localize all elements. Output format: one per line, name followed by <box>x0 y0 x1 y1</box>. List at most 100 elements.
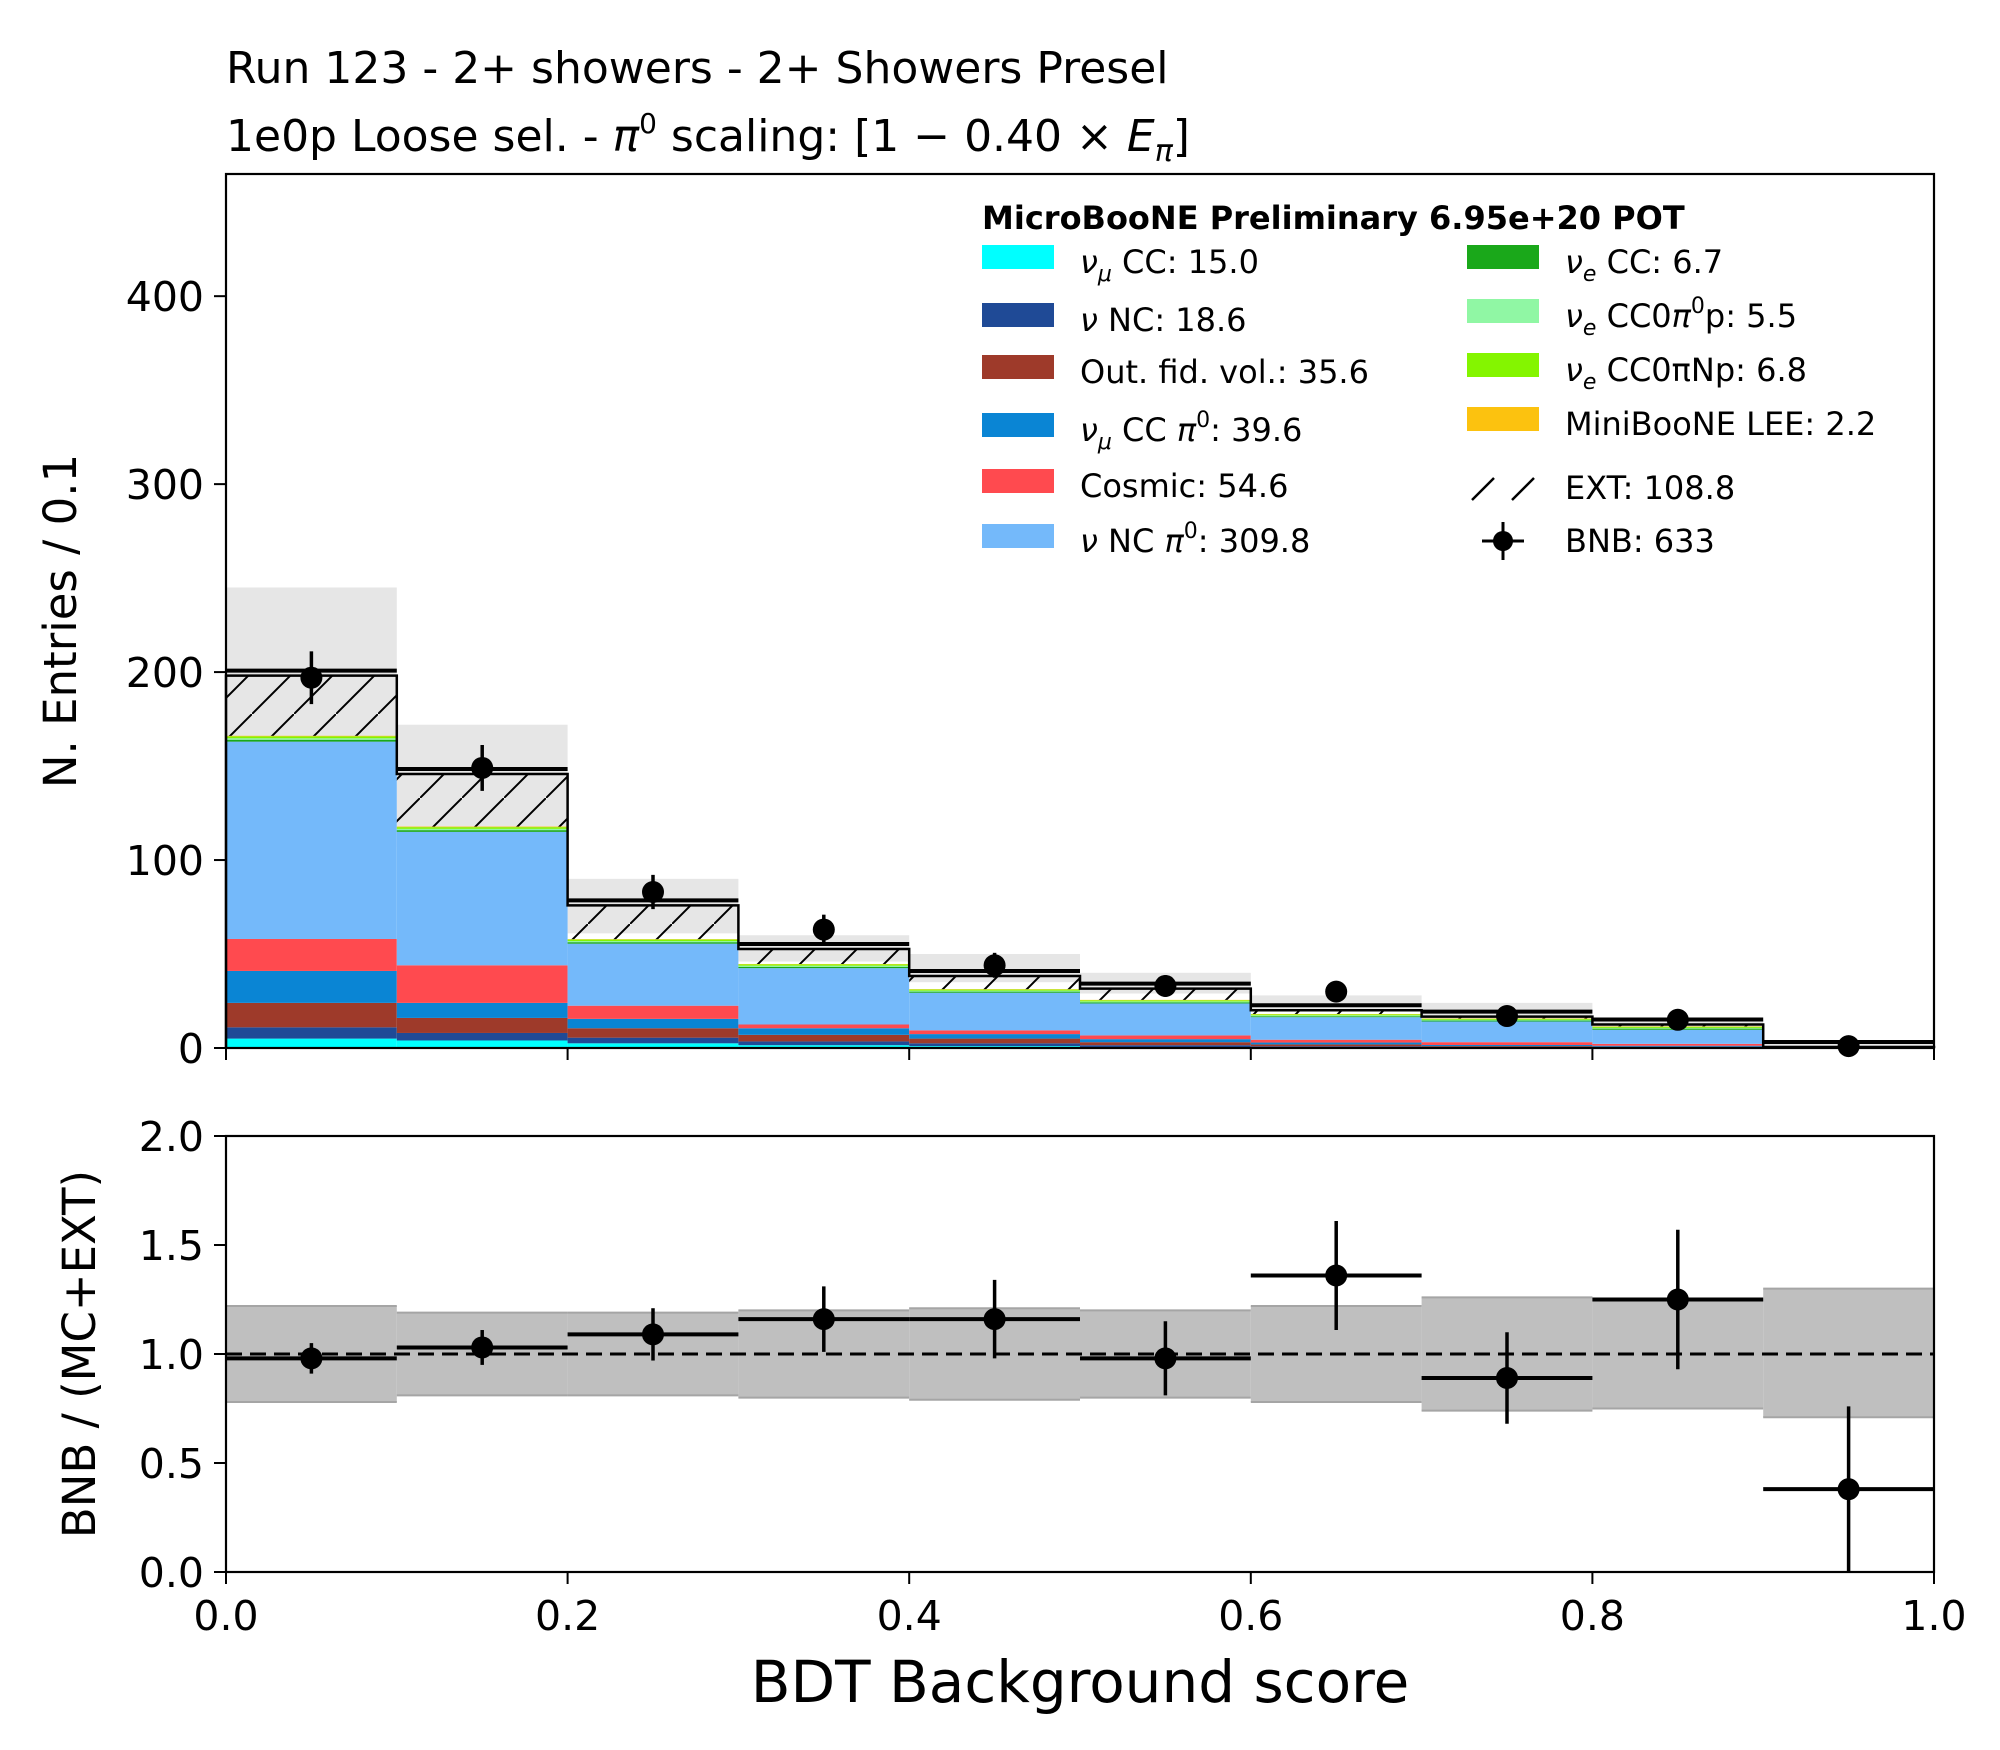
stack-bar <box>1250 1017 1422 1040</box>
legend-label: νe CC0π0p: 5.5 <box>1565 294 1797 341</box>
data-point <box>1496 1005 1518 1028</box>
ratio-x-ticks: 0.0 0.2 0.4 0.6 0.8 1.0 <box>193 1572 1967 1640</box>
data-point <box>300 666 323 689</box>
stack-bar <box>1080 1003 1251 1036</box>
stack-bar <box>226 739 397 742</box>
ratio-point <box>1496 1366 1518 1389</box>
stack-bar <box>226 735 397 737</box>
stack-bar <box>1250 1044 1422 1047</box>
legend-label: Out. fid. vol.: 35.6 <box>1080 353 1369 391</box>
main-x-ticks <box>225 1048 1935 1060</box>
legend-ext-hatch <box>1511 477 1535 501</box>
stack-bar <box>226 736 397 739</box>
stack-bar <box>1421 1046 1593 1048</box>
legend-label: MiniBooNE LEE: 2.2 <box>1565 405 1876 443</box>
stack-bar <box>396 1017 568 1033</box>
title-line-1: Run 123 - 2+ showers - 2+ Showers Presel <box>226 43 1169 94</box>
stack-bar <box>738 965 910 967</box>
ratio-y-ticks: 0.0 0.5 1.0 1.5 2.0 <box>139 1113 226 1597</box>
ratio-axes-frame <box>224 1134 1936 1574</box>
stack-bar <box>909 989 1080 991</box>
stack-bar <box>909 1038 1080 1044</box>
legend-label: νμ CC: 15.0 <box>1080 243 1259 287</box>
data-point <box>812 918 835 941</box>
stack-bar <box>909 1030 1080 1035</box>
legend-ext-hatch <box>1471 477 1495 501</box>
stack-bar <box>909 1043 1080 1047</box>
legend-swatch <box>982 413 1054 437</box>
legend-label: BNB: 633 <box>1565 522 1715 560</box>
stack-bar <box>226 1027 397 1039</box>
ratio-point <box>300 1347 323 1370</box>
legend-label: νμ CC π0: 39.6 <box>1080 408 1302 455</box>
ratio-syst-band <box>226 1287 1934 1419</box>
stack-bar <box>1250 1016 1422 1018</box>
stack-bar <box>396 831 568 966</box>
stack-bar <box>226 741 397 939</box>
ratio-point <box>812 1308 835 1331</box>
stack-bar <box>396 1032 568 1041</box>
legend-swatch <box>1467 353 1539 377</box>
stack-bar <box>1250 1014 1422 1016</box>
stack-bar <box>909 990 1080 992</box>
stack-bar <box>1421 1042 1593 1045</box>
legend-swatch <box>982 303 1054 327</box>
stack-bar <box>567 1028 739 1038</box>
data-point <box>1837 1035 1860 1058</box>
stack-bar <box>1421 1044 1593 1047</box>
stack-bar <box>1080 1039 1251 1043</box>
legend-swatch <box>982 524 1054 548</box>
stack-bar <box>1080 1000 1251 1002</box>
stack-bar <box>1250 1015 1422 1017</box>
stack-bar <box>1592 1029 1764 1044</box>
ext-bar <box>1250 1010 1422 1014</box>
y-tick-label: 300 <box>126 461 204 509</box>
y-tick-label: 1.5 <box>139 1222 204 1270</box>
data-point <box>1666 1008 1689 1031</box>
data-point <box>642 880 664 903</box>
ratio-point <box>1154 1347 1177 1370</box>
ext-bar <box>909 976 1080 990</box>
stack-bar <box>909 991 1080 993</box>
ratio-point <box>471 1336 494 1359</box>
stack-bar <box>226 1038 397 1048</box>
main-axes-frame <box>224 172 1936 1050</box>
stack-bar <box>1250 1039 1422 1043</box>
stack-bar <box>567 941 739 943</box>
x-tick-label: 0.0 <box>193 1592 258 1640</box>
ratio-y-axis-label: BNB / (MC+EXT) <box>53 1170 106 1538</box>
legend-label: νe CC: 6.7 <box>1565 243 1723 287</box>
stack-bar <box>1592 1043 1764 1046</box>
ext-bar <box>738 948 910 964</box>
legend-swatch <box>1467 299 1539 323</box>
stack-bar <box>567 942 739 944</box>
stack-bar <box>738 1034 910 1042</box>
stack-bar <box>396 1040 568 1048</box>
main-y-ticks: 0 100 200 300 400 <box>126 273 226 1073</box>
legend-bnb-marker <box>1493 531 1513 551</box>
data-point <box>1325 980 1348 1003</box>
y-tick-label: 400 <box>126 273 204 321</box>
ratio-data-points <box>226 1221 1934 1572</box>
legend-label: νe CC0πNp: 6.8 <box>1565 351 1807 395</box>
stack-bar <box>1250 1042 1422 1045</box>
stack-bar <box>738 964 910 966</box>
y-tick-label: 0.0 <box>139 1549 204 1597</box>
ratio-point <box>983 1308 1006 1331</box>
x-tick-label: 0.8 <box>1560 1592 1625 1640</box>
legend-swatch <box>982 469 1054 493</box>
stack-bar <box>1592 1045 1764 1047</box>
stack-bar <box>909 992 1080 1031</box>
data-point <box>983 954 1006 977</box>
x-tick-label: 1.0 <box>1901 1592 1966 1640</box>
stack-bar <box>1080 1001 1251 1003</box>
stack-bar <box>1080 1035 1251 1040</box>
main-plot: 0 100 200 300 400 N. Entries / 0.1 MicroBooN… <box>34 172 1936 1073</box>
legend-swatch <box>982 245 1054 269</box>
x-tick-label: 0.6 <box>1218 1592 1283 1640</box>
legend-header: MicroBooNE Preliminary 6.95e+20 POT <box>982 199 1685 237</box>
stack-bar <box>226 1002 397 1028</box>
x-axis-label: BDT Background score <box>751 1648 1410 1716</box>
x-tick-label: 0.2 <box>535 1592 600 1640</box>
